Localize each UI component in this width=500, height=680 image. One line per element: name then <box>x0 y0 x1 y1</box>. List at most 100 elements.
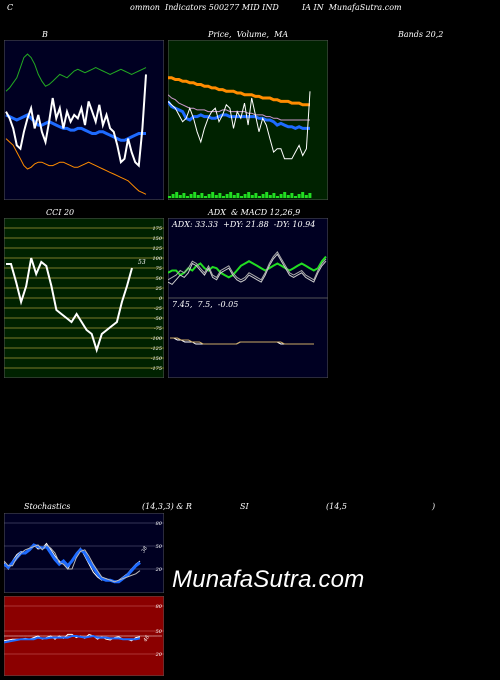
cci-panel: 175 150 125 100 75 50 25 0 -25 -50 -75 -100 -125 -150… <box>4 218 164 378</box>
cci-tick-label: -175 <box>151 366 162 372</box>
header-right: IA IN MunafaSutra.com <box>302 3 402 12</box>
volume-bar <box>196 195 200 198</box>
volume-bar <box>265 192 269 198</box>
rsi-ma-line <box>4 634 141 644</box>
macd-signal-line <box>170 337 314 345</box>
price-ma-short <box>168 100 310 131</box>
volume-bar <box>279 194 283 198</box>
cci-tick-label: 125 <box>152 246 162 252</box>
bb-price-line <box>5 74 147 168</box>
volume-bar <box>308 193 312 198</box>
volume-bar <box>276 196 279 198</box>
volume-bar <box>272 193 276 198</box>
volume-bar <box>301 192 305 198</box>
rsi-tick-label: 20 <box>155 652 163 658</box>
volume-bar <box>211 192 215 198</box>
bb-lower-band <box>5 138 147 195</box>
cci-tick-label: 75 <box>156 266 162 272</box>
rsi-tick-label: 80 <box>156 604 163 610</box>
cci-tick-label: 150 <box>152 236 162 242</box>
rsi-close: ) <box>432 502 436 511</box>
volume-bar <box>189 194 193 198</box>
stoch-tick-label: 50 <box>156 544 163 550</box>
volume-bar <box>261 194 265 198</box>
adx-title: ADX & MACD 12,26,9 <box>208 208 301 217</box>
cci-tick-label: 100 <box>152 256 162 262</box>
volume-bar <box>186 196 189 198</box>
volume-bar <box>218 193 222 198</box>
volume-bar <box>193 192 197 198</box>
rsi-end-label: 46 <box>142 634 151 644</box>
header-middle: ommon Indicators 500277 MID IND <box>130 3 279 12</box>
volume-bar <box>240 196 243 198</box>
volume-bar <box>171 194 175 198</box>
price-close-line <box>168 91 311 160</box>
cci-tick-label: -25 <box>154 306 162 312</box>
cci-tick-label: 175 <box>152 226 162 232</box>
volume-bar <box>222 196 225 198</box>
volume-bar <box>175 192 179 198</box>
volume-bar <box>225 194 229 198</box>
cci-tick-label: -100 <box>151 336 163 342</box>
stoch-params: (14,3,3) & R <box>142 502 192 511</box>
volume-bar <box>286 195 290 198</box>
stoch-fast-line <box>4 544 141 583</box>
volume-bar <box>268 195 272 198</box>
cci-tick-label: -75 <box>154 326 162 332</box>
volume-bar <box>207 194 211 198</box>
rsi-panel: 80 50 20 46 <box>4 596 164 676</box>
volume-bar <box>258 196 261 198</box>
rsi-tick-label: 50 <box>156 629 163 635</box>
volume-bar <box>294 196 297 198</box>
volume-bar <box>214 195 218 198</box>
volume-bar <box>168 196 171 198</box>
volume-bar <box>297 194 301 198</box>
stoch-end-label: 38 <box>141 545 149 554</box>
stoch-chart: 80 50 20 38 <box>4 513 164 593</box>
macd-panel: 7.45, 7.5, -0.05 <box>168 298 328 378</box>
bands-title: Bands 20,2 <box>398 30 444 39</box>
rsi-params: (14,5 <box>326 502 347 511</box>
volume-bar <box>250 195 254 198</box>
stoch-tick-label: 80 <box>156 521 163 527</box>
rsi-title: SI <box>240 502 249 511</box>
cci-end-label: 53 <box>138 259 146 266</box>
cci-line <box>6 257 133 354</box>
volume-bar <box>290 193 294 198</box>
cci-chart: 175 150 125 100 75 50 25 0 -25 -50 -75 -100 -125 -150… <box>4 218 164 378</box>
volume-bar <box>236 193 240 198</box>
plus-dy-line <box>168 253 327 286</box>
cci-tick-label: -125 <box>151 346 162 352</box>
price-panel <box>168 40 328 200</box>
bb-upper-band <box>5 53 147 92</box>
volume-bar <box>304 195 308 198</box>
macd-chart <box>168 298 328 378</box>
cci-tick-label: 50 <box>156 276 163 282</box>
cci-tick-label: 0 <box>159 296 163 302</box>
bb-middle-band <box>5 113 146 142</box>
bollinger-panel <box>4 40 164 200</box>
volume-bar <box>178 195 182 198</box>
price-title: Price, Volume, MA <box>208 30 289 39</box>
header-left: C <box>7 3 14 12</box>
adx-chart <box>168 218 328 298</box>
stoch-panel: 80 50 20 38 <box>4 513 164 593</box>
stoch-tick-label: 20 <box>155 567 163 573</box>
bollinger-title: B <box>42 30 48 39</box>
volume-bar <box>247 192 251 198</box>
price-ma-mid <box>168 94 310 121</box>
stoch-d-line <box>4 543 141 584</box>
minus-dy-line <box>168 251 327 281</box>
price-chart <box>168 40 328 200</box>
cci-title: CCI 20 <box>46 208 75 217</box>
volume-bar <box>254 193 258 198</box>
cci-tick-label: -50 <box>154 316 163 322</box>
stoch-title: Stochastics <box>24 502 71 511</box>
macd-values-label: 7.45, 7.5, -0.05 <box>172 300 239 309</box>
adx-panel: ADX: 33.33 +DY: 21.88 -DY: 10.94 <box>168 218 328 298</box>
cci-tick-label: -150 <box>151 356 163 362</box>
volume-bar <box>200 193 204 198</box>
volume-bar <box>204 196 207 198</box>
volume-bar <box>232 195 236 198</box>
cci-tick-label: 25 <box>155 286 162 292</box>
